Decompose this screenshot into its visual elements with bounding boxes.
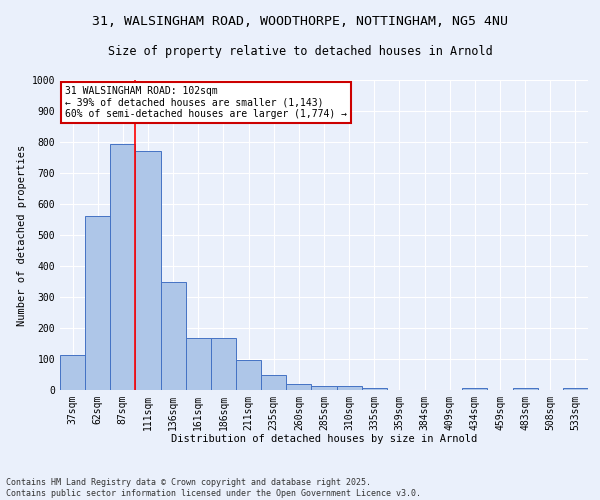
Bar [286, 384, 311, 390]
Bar [512, 388, 538, 390]
Bar [136, 152, 161, 390]
Bar [186, 338, 211, 390]
Bar [161, 282, 186, 390]
Bar [211, 338, 236, 390]
Bar [60, 356, 85, 390]
Bar [236, 360, 261, 390]
Bar [362, 388, 387, 390]
Bar [85, 216, 110, 390]
Bar [462, 388, 487, 390]
Text: Contains HM Land Registry data © Crown copyright and database right 2025.
Contai: Contains HM Land Registry data © Crown c… [6, 478, 421, 498]
Bar [261, 374, 286, 390]
Y-axis label: Number of detached properties: Number of detached properties [17, 144, 28, 326]
Bar [563, 388, 588, 390]
Text: 31 WALSINGHAM ROAD: 102sqm
← 39% of detached houses are smaller (1,143)
60% of s: 31 WALSINGHAM ROAD: 102sqm ← 39% of deta… [65, 86, 347, 120]
Text: 31, WALSINGHAM ROAD, WOODTHORPE, NOTTINGHAM, NG5 4NU: 31, WALSINGHAM ROAD, WOODTHORPE, NOTTING… [92, 15, 508, 28]
Bar [337, 386, 362, 390]
Bar [110, 144, 136, 390]
Bar [311, 386, 337, 390]
Text: Size of property relative to detached houses in Arnold: Size of property relative to detached ho… [107, 45, 493, 58]
X-axis label: Distribution of detached houses by size in Arnold: Distribution of detached houses by size … [171, 434, 477, 444]
